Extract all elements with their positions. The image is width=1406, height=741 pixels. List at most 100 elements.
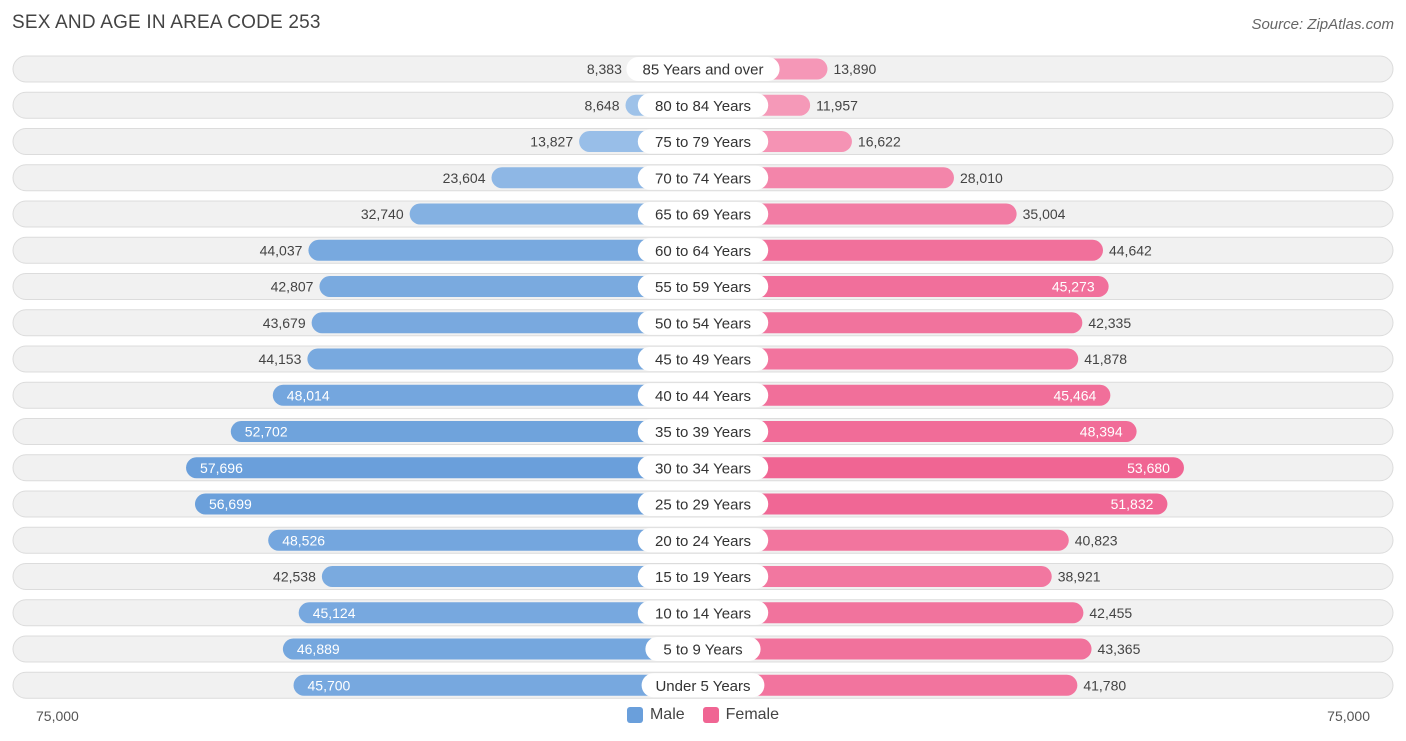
bar-female[interactable] bbox=[703, 602, 1084, 624]
category-pill bbox=[637, 129, 769, 154]
category-pill bbox=[637, 564, 769, 589]
bar-female[interactable] bbox=[703, 566, 1052, 587]
value-label-male: 44,153 bbox=[259, 351, 302, 367]
legend-swatch-female bbox=[702, 707, 719, 723]
value-label-male: 46,889 bbox=[297, 641, 340, 657]
bar-female[interactable] bbox=[703, 674, 1078, 696]
bar-male[interactable] bbox=[311, 312, 703, 334]
value-label-male: 56,699 bbox=[209, 496, 252, 512]
bar-female[interactable] bbox=[703, 239, 1103, 261]
value-label-male: 13,827 bbox=[530, 134, 573, 150]
legend-item-male[interactable]: Male bbox=[626, 706, 685, 724]
category-label: 35 to 39 Years bbox=[655, 424, 751, 441]
category-pill bbox=[637, 383, 769, 408]
value-label-male: 8,383 bbox=[587, 61, 622, 77]
value-label-female: 35,004 bbox=[1023, 206, 1066, 222]
axis-left-label: 75,000 bbox=[36, 708, 79, 724]
category-pill bbox=[637, 419, 769, 444]
bar-female[interactable] bbox=[703, 384, 1111, 406]
bar-male[interactable] bbox=[298, 602, 703, 624]
value-label-male: 32,740 bbox=[361, 206, 404, 222]
bar-female[interactable] bbox=[703, 457, 1184, 479]
value-label-female: 28,010 bbox=[960, 170, 1003, 186]
value-label-male: 45,700 bbox=[308, 677, 351, 693]
value-label-female: 13,890 bbox=[833, 61, 876, 77]
legend-label-female: Female bbox=[725, 706, 780, 723]
category-pill bbox=[637, 202, 769, 226]
value-label-female: 53,680 bbox=[1127, 460, 1170, 476]
value-label-male: 48,526 bbox=[282, 532, 325, 548]
bar-female[interactable] bbox=[703, 421, 1137, 442]
category-pill bbox=[637, 528, 769, 553]
value-label-female: 41,780 bbox=[1083, 677, 1126, 693]
value-label-female: 48,394 bbox=[1080, 424, 1123, 440]
category-pill bbox=[641, 673, 765, 698]
value-label-female: 38,921 bbox=[1058, 569, 1101, 585]
value-label-male: 44,037 bbox=[260, 242, 303, 258]
value-label-male: 23,604 bbox=[443, 170, 486, 186]
category-label: 30 to 34 Years bbox=[655, 460, 751, 477]
legend: Male Female bbox=[0, 706, 1406, 724]
value-label-male: 52,702 bbox=[245, 424, 288, 440]
category-pill bbox=[637, 165, 769, 190]
category-label: 70 to 74 Years bbox=[655, 170, 751, 187]
value-label-male: 42,807 bbox=[271, 279, 314, 295]
bar-male[interactable] bbox=[272, 384, 703, 406]
legend-label-male: Male bbox=[649, 706, 685, 723]
bar-female[interactable] bbox=[703, 276, 1109, 297]
bar-male[interactable] bbox=[293, 674, 703, 696]
value-label-male: 43,679 bbox=[263, 315, 306, 331]
value-label-male: 45,124 bbox=[313, 605, 356, 621]
bar-male[interactable] bbox=[321, 566, 703, 587]
category-label: 20 to 24 Years bbox=[655, 533, 751, 550]
bar-female[interactable] bbox=[703, 348, 1079, 370]
legend-swatch-male bbox=[626, 707, 643, 723]
category-pill bbox=[637, 93, 769, 118]
category-pill bbox=[637, 310, 769, 335]
value-label-male: 57,696 bbox=[200, 460, 243, 476]
bar-male[interactable] bbox=[268, 529, 703, 551]
category-pill bbox=[637, 600, 769, 625]
category-label: 5 to 9 Years bbox=[663, 642, 742, 659]
bar-male[interactable] bbox=[186, 457, 704, 479]
bar-female[interactable] bbox=[703, 312, 1083, 334]
category-pill bbox=[637, 238, 769, 263]
bar-male[interactable] bbox=[194, 493, 703, 515]
source-label[interactable]: Source: ZipAtlas.com bbox=[1251, 16, 1394, 33]
category-label: 75 to 79 Years bbox=[655, 134, 751, 151]
category-label: 50 to 54 Years bbox=[655, 315, 751, 332]
legend-item-female[interactable]: Female bbox=[702, 706, 780, 724]
category-pill bbox=[637, 492, 769, 516]
axis-right-label: 75,000 bbox=[1327, 708, 1370, 724]
bar-male[interactable] bbox=[282, 638, 703, 660]
value-label-female: 45,464 bbox=[1054, 387, 1097, 403]
bar-male[interactable] bbox=[230, 421, 703, 442]
category-pill bbox=[626, 57, 780, 81]
bar-male[interactable] bbox=[307, 348, 703, 370]
bar-male[interactable] bbox=[319, 276, 703, 297]
value-label-female: 42,455 bbox=[1089, 605, 1132, 621]
bar-female[interactable] bbox=[703, 638, 1092, 660]
value-label-female: 40,823 bbox=[1075, 532, 1118, 548]
category-label: 60 to 64 Years bbox=[655, 243, 751, 260]
bar-female[interactable] bbox=[703, 203, 1017, 225]
category-pill bbox=[645, 637, 761, 661]
category-pill bbox=[637, 455, 769, 480]
bar-female[interactable] bbox=[703, 493, 1168, 515]
category-label: 85 Years and over bbox=[643, 62, 764, 79]
category-label: 25 to 29 Years bbox=[655, 497, 751, 514]
bar-male[interactable] bbox=[409, 203, 703, 225]
category-label: 55 to 59 Years bbox=[655, 279, 751, 296]
value-label-female: 44,642 bbox=[1109, 242, 1152, 258]
category-label: 65 to 69 Years bbox=[655, 207, 751, 224]
value-label-female: 43,365 bbox=[1098, 641, 1141, 657]
value-label-male: 48,014 bbox=[287, 387, 330, 403]
category-pill bbox=[637, 274, 769, 299]
value-label-male: 8,648 bbox=[584, 97, 619, 113]
value-label-female: 51,832 bbox=[1111, 496, 1154, 512]
category-pill bbox=[637, 347, 769, 371]
bar-female[interactable] bbox=[703, 529, 1069, 551]
bar-male[interactable] bbox=[308, 239, 703, 261]
value-label-female: 45,273 bbox=[1052, 279, 1095, 295]
